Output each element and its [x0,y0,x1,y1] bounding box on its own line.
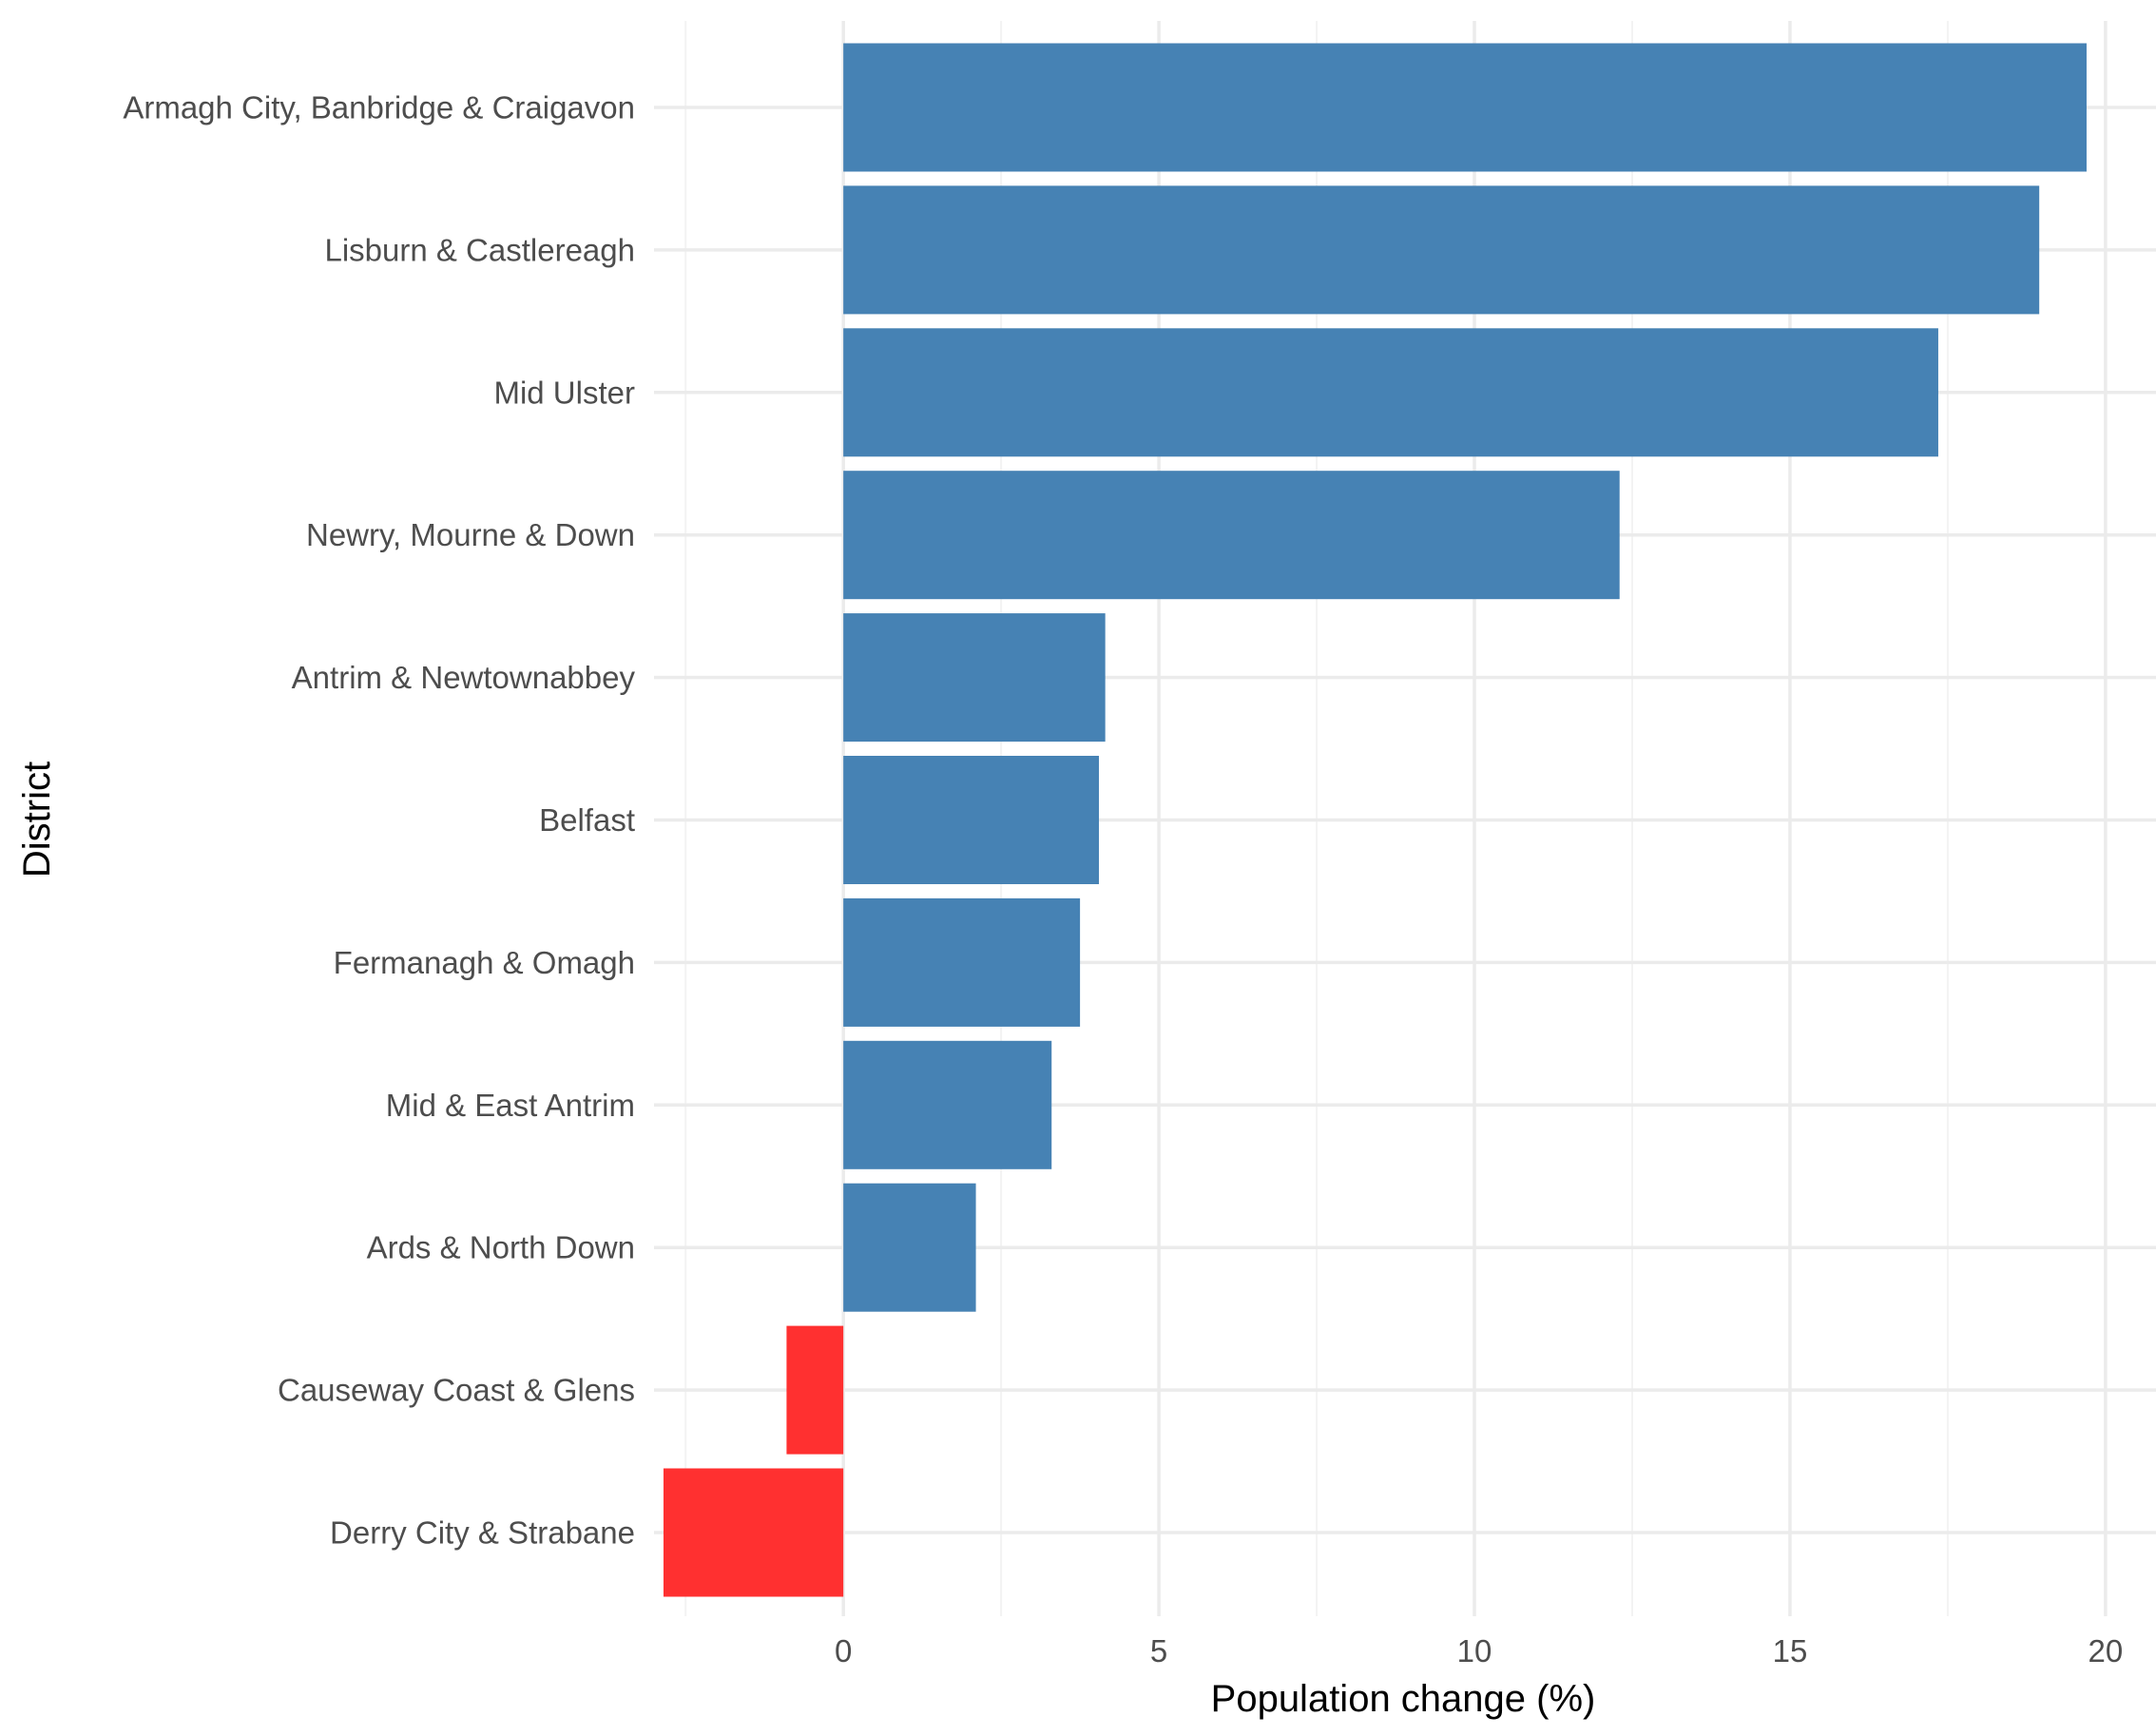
x-tick-label: 5 [1150,1633,1167,1668]
x-tick-label: 10 [1457,1633,1492,1668]
y-tick-label: Antrim & Newtownabbey [292,660,636,695]
bar [843,185,2040,315]
y-tick-label: Fermanagh & Omagh [334,945,635,980]
bar [843,43,2087,172]
y-tick-label: Causeway Coast & Glens [278,1373,635,1408]
y-tick-label: Newry, Mourne & Down [306,517,635,552]
y-tick-label: Mid Ulster [493,375,635,410]
bar [663,1468,844,1597]
x-tick-labels: 0 5 10 15 20 [835,1633,2123,1668]
y-tick-label: Mid & East Antrim [386,1088,635,1123]
bar [843,328,1938,457]
y-tick-labels: Armagh City, Banbridge & Craigavon Lisbur… [123,90,635,1551]
y-tick-label: Armagh City, Banbridge & Craigavon [123,90,635,125]
bar [843,897,1081,1027]
x-tick-label: 15 [1773,1633,1808,1668]
bar [843,613,1106,743]
bar [843,471,1620,600]
y-tick-label: Ards & North Down [367,1230,635,1265]
y-tick-label: Derry City & Strabane [330,1515,635,1551]
bar [843,1183,976,1312]
y-tick-label: Belfast [539,802,635,838]
x-axis-title: Population change (%) [1211,1678,1596,1720]
y-tick-label: Lisburn & Castlereagh [324,232,635,267]
y-axis-title: District [16,762,58,878]
bars-layer [663,43,2087,1597]
bar [843,1040,1052,1169]
x-tick-label: 0 [835,1633,852,1668]
x-tick-label: 20 [2089,1633,2124,1668]
bar [843,756,1100,884]
bar [786,1325,844,1455]
